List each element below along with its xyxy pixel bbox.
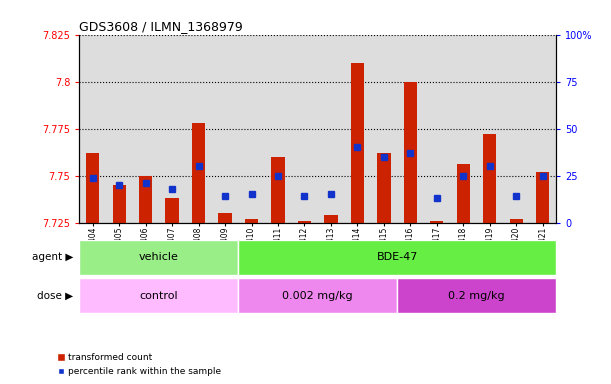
Bar xyxy=(397,278,556,313)
Bar xyxy=(219,213,232,223)
Bar xyxy=(79,240,238,275)
Text: 0.2 mg/kg: 0.2 mg/kg xyxy=(448,291,505,301)
Bar xyxy=(79,278,238,313)
Bar xyxy=(351,63,364,223)
Bar xyxy=(298,221,311,223)
Bar xyxy=(430,221,444,223)
Text: 0.002 mg/kg: 0.002 mg/kg xyxy=(282,291,353,301)
Bar xyxy=(86,153,99,223)
Bar xyxy=(483,134,496,223)
Bar xyxy=(238,278,397,313)
Bar xyxy=(456,164,470,223)
Bar xyxy=(404,81,417,223)
Legend: transformed count, percentile rank within the sample: transformed count, percentile rank withi… xyxy=(53,350,225,379)
Bar xyxy=(536,172,549,223)
Bar xyxy=(245,219,258,223)
Bar xyxy=(377,153,390,223)
Bar xyxy=(139,175,152,223)
Bar xyxy=(166,198,179,223)
Text: control: control xyxy=(139,291,178,301)
Bar xyxy=(324,215,337,223)
Bar xyxy=(238,240,556,275)
Bar xyxy=(192,123,205,223)
Text: GDS3608 / ILMN_1368979: GDS3608 / ILMN_1368979 xyxy=(79,20,243,33)
Text: BDE-47: BDE-47 xyxy=(376,252,418,262)
Bar xyxy=(510,219,523,223)
Bar xyxy=(271,157,285,223)
Bar xyxy=(112,185,126,223)
Text: vehicle: vehicle xyxy=(139,252,179,262)
Text: agent ▶: agent ▶ xyxy=(32,252,73,262)
Text: dose ▶: dose ▶ xyxy=(37,291,73,301)
